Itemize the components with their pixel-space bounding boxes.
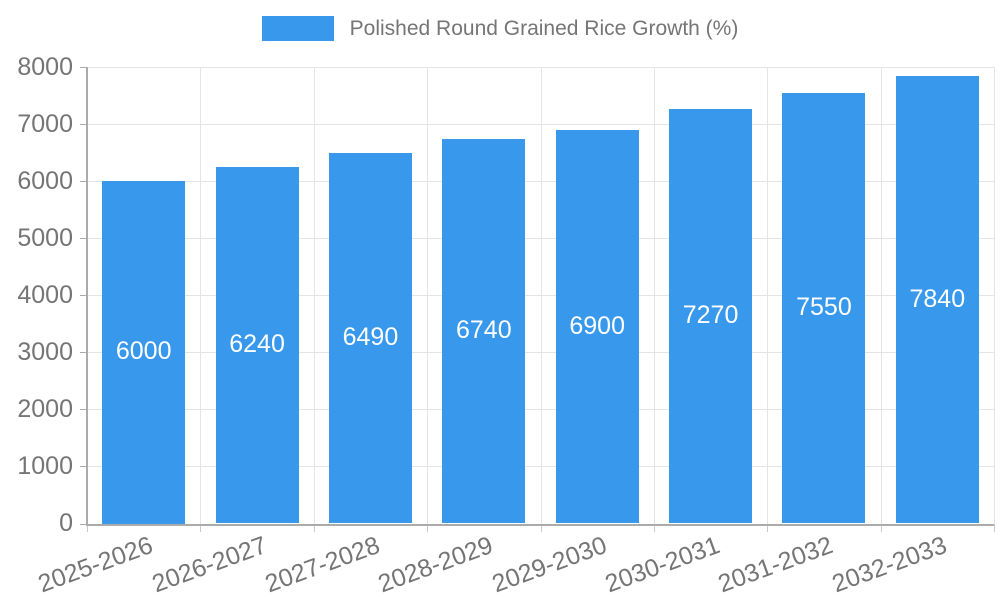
y-axis-tick-label: 8000	[17, 52, 73, 81]
y-axis-tick-label: 6000	[17, 166, 73, 195]
x-axis-tick	[880, 523, 882, 532]
x-gridline	[540, 67, 542, 524]
x-gridline	[313, 67, 315, 524]
x-axis-tick	[767, 523, 769, 532]
x-gridline	[767, 67, 769, 524]
x-axis-tick	[653, 523, 655, 532]
y-axis-tick	[80, 124, 87, 126]
x-axis-tick	[540, 523, 542, 532]
x-axis-category-label: 2032-2033	[828, 530, 951, 598]
y-axis-tick	[80, 466, 87, 468]
x-axis-category-label: 2030-2031	[601, 530, 724, 598]
x-gridline	[994, 67, 995, 524]
legend-label: Polished Round Grained Rice Growth (%)	[349, 16, 739, 40]
x-axis-tick	[427, 523, 429, 532]
x-axis-category-label: 2026-2027	[148, 530, 270, 598]
bar-2031-2032[interactable]	[782, 92, 866, 524]
y-axis-tick	[80, 352, 87, 354]
y-axis-tick	[80, 295, 87, 297]
y-axis-tick-label: 2000	[17, 394, 73, 423]
x-axis-category-label: 2031-2032	[714, 530, 837, 598]
y-axis-tick-label: 3000	[17, 337, 73, 366]
y-axis-tick	[80, 181, 87, 183]
x-axis-category-label: 2028-2029	[374, 530, 497, 598]
y-axis-tick-label: 1000	[17, 451, 73, 480]
bar-2029-2030[interactable]	[555, 129, 639, 524]
bar-2030-2031[interactable]	[669, 108, 753, 524]
x-axis-tick	[994, 523, 995, 532]
legend-item[interactable]: Polished Round Grained Rice Growth (%)	[0, 16, 1000, 41]
x-gridline	[653, 67, 655, 524]
bar-2032-2033[interactable]	[895, 76, 979, 524]
x-axis-tick	[87, 523, 88, 532]
x-gridline	[880, 67, 882, 524]
y-axis-tick-label: 5000	[17, 223, 73, 252]
bar-2027-2028[interactable]	[328, 153, 412, 524]
y-axis-tick	[80, 67, 87, 68]
y-axis-tick-label: 0	[59, 509, 73, 537]
legend-swatch	[261, 16, 334, 41]
y-axis-tick	[80, 523, 87, 525]
y-axis-tick-label: 7000	[17, 109, 73, 138]
x-axis-category-label: 2025-2026	[34, 530, 157, 598]
y-axis-tick	[80, 409, 87, 411]
y-axis-tick-label: 4000	[17, 280, 73, 309]
x-axis-tick	[313, 523, 315, 532]
x-axis-tick	[200, 523, 202, 532]
x-gridline	[427, 67, 429, 524]
x-axis-line	[86, 523, 994, 526]
x-axis-category-label: 2027-2028	[261, 530, 384, 598]
x-gridline	[200, 67, 202, 524]
bar-2028-2029[interactable]	[442, 138, 526, 524]
y-axis-line	[86, 67, 88, 524]
y-axis-tick	[80, 238, 87, 240]
bar-2026-2027[interactable]	[215, 167, 299, 524]
bar-2025-2026[interactable]	[102, 181, 186, 524]
x-axis-category-label: 2029-2030	[488, 530, 611, 598]
